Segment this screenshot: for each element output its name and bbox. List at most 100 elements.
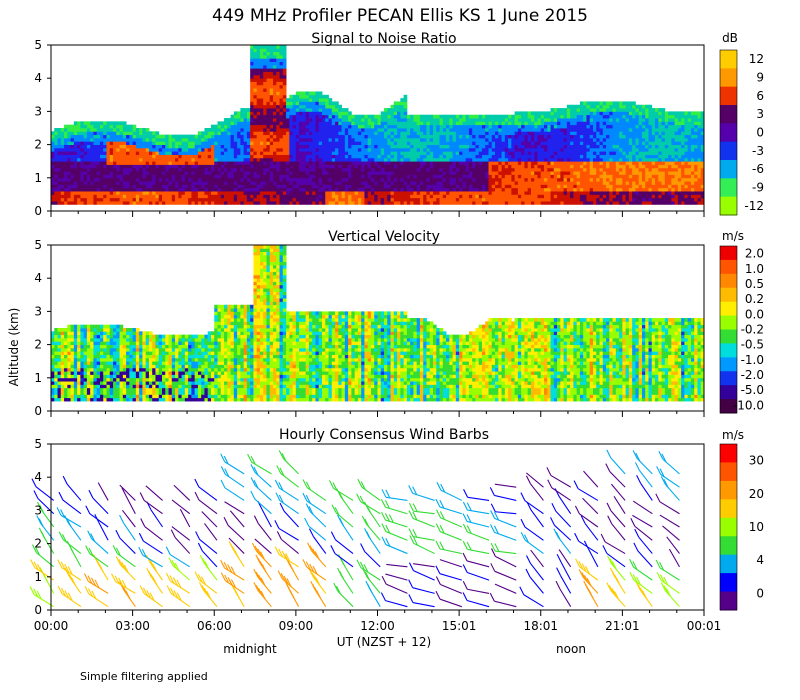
snr-cell bbox=[273, 191, 277, 195]
snr-cell bbox=[570, 121, 574, 126]
snr-cell bbox=[178, 144, 182, 149]
snr-cell bbox=[207, 141, 212, 145]
snr-cell bbox=[83, 134, 88, 139]
snr-cell bbox=[93, 194, 98, 199]
snr-cell bbox=[302, 124, 307, 129]
snr-cell bbox=[514, 114, 519, 119]
snr-cell bbox=[135, 181, 140, 185]
snr-cell bbox=[321, 121, 326, 126]
snr-cell bbox=[305, 191, 310, 195]
snr-cell bbox=[530, 121, 535, 126]
snr-cell bbox=[269, 137, 274, 142]
snr-cell bbox=[289, 171, 294, 175]
snr-cell bbox=[367, 177, 372, 182]
snr-cell bbox=[521, 177, 525, 182]
snr-cell bbox=[530, 118, 535, 122]
snr-cell bbox=[155, 137, 160, 142]
snr-cell bbox=[335, 114, 339, 119]
snr-cell bbox=[563, 164, 568, 169]
snr-cell bbox=[442, 114, 447, 119]
snr-cell bbox=[145, 164, 150, 169]
snr-cell bbox=[126, 174, 130, 179]
snr-cell bbox=[197, 171, 202, 175]
snr-cell bbox=[60, 174, 65, 179]
snr-cell bbox=[217, 194, 222, 199]
snr-cell bbox=[233, 137, 238, 142]
snr-cell bbox=[397, 177, 401, 182]
snr-cell bbox=[93, 154, 98, 159]
snr-cell bbox=[573, 128, 578, 132]
snr-cell bbox=[106, 181, 111, 185]
snr-cell bbox=[338, 197, 342, 202]
snr-cell bbox=[325, 181, 329, 185]
snr-cell bbox=[481, 167, 486, 172]
snr-cell bbox=[550, 201, 555, 205]
snr-cell bbox=[384, 174, 388, 179]
snr-cell bbox=[109, 131, 114, 136]
snr-cell bbox=[615, 164, 620, 169]
snr-cell bbox=[583, 194, 587, 199]
snr-cell bbox=[436, 147, 440, 152]
snr-cell bbox=[351, 184, 356, 189]
snr-cell bbox=[305, 98, 310, 102]
snr-cell bbox=[354, 134, 359, 139]
snr-cell bbox=[599, 174, 604, 179]
snr-cell bbox=[266, 191, 271, 195]
snr-cell bbox=[599, 118, 604, 122]
snr-cell bbox=[370, 154, 375, 159]
snr-cell bbox=[599, 194, 604, 199]
snr-cell bbox=[589, 164, 594, 169]
snr-cell bbox=[305, 108, 310, 112]
snr-cell bbox=[181, 197, 186, 202]
snr-cell bbox=[615, 171, 620, 175]
snr-cell bbox=[308, 164, 313, 169]
snr-cell bbox=[478, 174, 483, 179]
snr-cell bbox=[126, 187, 130, 192]
snr-cell bbox=[194, 174, 199, 179]
snr-cell bbox=[508, 191, 512, 195]
snr-cell bbox=[560, 141, 565, 145]
snr-cell bbox=[266, 98, 271, 102]
snr-cell bbox=[152, 161, 156, 165]
snr-cell bbox=[527, 124, 532, 129]
snr-cell bbox=[602, 194, 607, 199]
snr-cell bbox=[142, 141, 147, 145]
snr-cell bbox=[135, 177, 140, 182]
snr-cell bbox=[468, 157, 473, 162]
snr-cell bbox=[142, 147, 147, 152]
snr-cell bbox=[142, 194, 147, 199]
snr-cell bbox=[175, 191, 179, 195]
snr-cell bbox=[511, 157, 516, 162]
snr-cell bbox=[325, 194, 329, 199]
snr-cell bbox=[83, 164, 88, 169]
snr-cell bbox=[550, 147, 555, 152]
snr-cell bbox=[331, 151, 336, 155]
snr-cell bbox=[609, 194, 613, 199]
snr-cell bbox=[475, 137, 480, 142]
snr-cell bbox=[90, 134, 94, 139]
snr-cell bbox=[188, 144, 192, 149]
snr-cell bbox=[596, 194, 600, 199]
snr-cell bbox=[171, 171, 176, 175]
snr-cell bbox=[508, 144, 512, 149]
snr-cell bbox=[354, 114, 359, 119]
snr-cell bbox=[612, 131, 617, 136]
snr-cell bbox=[266, 197, 271, 202]
snr-cell bbox=[90, 121, 94, 126]
snr-cell bbox=[468, 181, 473, 185]
snr-cell bbox=[547, 128, 551, 132]
snr-cell bbox=[282, 191, 287, 195]
snr-cell bbox=[194, 191, 199, 195]
snr-cell bbox=[547, 197, 551, 202]
snr-cell bbox=[67, 167, 71, 172]
snr-cell bbox=[403, 108, 408, 112]
snr-cell bbox=[406, 161, 411, 165]
snr-cell bbox=[462, 128, 467, 132]
snr-cell bbox=[573, 118, 578, 122]
snr-cell bbox=[279, 54, 284, 59]
snr-cell bbox=[295, 108, 300, 112]
snr-cell bbox=[537, 134, 542, 139]
snr-cell bbox=[93, 201, 98, 205]
snr-cell bbox=[534, 201, 538, 205]
